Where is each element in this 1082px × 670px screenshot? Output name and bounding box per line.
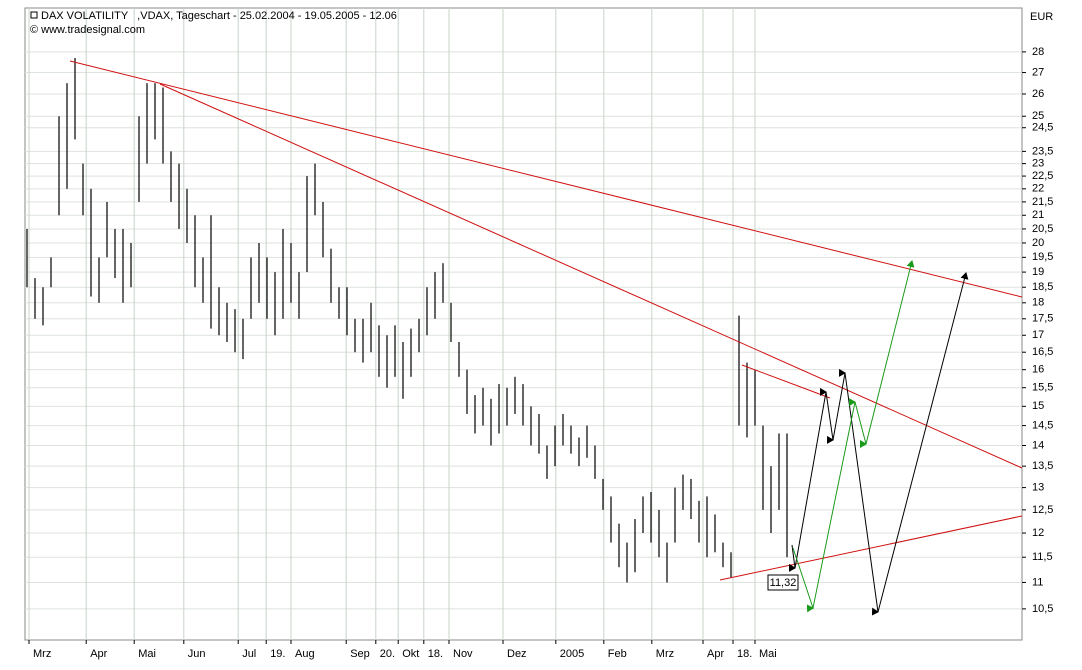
y-tick-label: 27: [1032, 66, 1044, 78]
y-tick-label: 14,5: [1032, 419, 1053, 431]
x-tick-label: Jun: [188, 648, 206, 660]
y-tick-label: 11,5: [1032, 551, 1053, 563]
y-tick-label: 13: [1032, 481, 1044, 493]
x-tick-label: 18.: [428, 648, 443, 660]
y-tick-label: 19: [1032, 266, 1044, 278]
y-tick-label: 24,5: [1032, 122, 1053, 134]
plot-frame: [24, 7, 1023, 641]
trend-line: [69, 60, 1023, 298]
y-tick-label: 11: [1032, 576, 1043, 588]
x-tick-label: Aug: [295, 648, 315, 660]
x-tick-label: Mai: [138, 648, 156, 660]
y-tick-label: 23,5: [1032, 145, 1053, 157]
x-tick-label: Dez: [507, 648, 527, 660]
bars: [26, 58, 788, 583]
y-tick-label: 22: [1032, 183, 1044, 195]
x-tick-label: Apr: [90, 648, 107, 660]
y-tick-label: 13,5: [1032, 460, 1053, 472]
y-tick-label: 22,5: [1032, 170, 1053, 182]
y-tick-label: 19,5: [1032, 251, 1053, 263]
x-tick-label: Apr: [707, 648, 724, 660]
x-tick-label: Mrz: [33, 648, 51, 660]
x-tick-label: 19.: [270, 648, 285, 660]
x-tick-label: Sep: [350, 648, 370, 660]
y-tick-label: 21,5: [1032, 196, 1053, 208]
chart-title: DAX VOLATILITY ,VDAX, Tageschart - 25.02…: [41, 10, 397, 22]
y-tick-label: 17,5: [1032, 313, 1053, 325]
x-tick-label: Mai: [759, 648, 777, 660]
y-tick-label: 15: [1032, 400, 1044, 412]
price-box: [767, 574, 799, 591]
y-tick-label: 20: [1032, 237, 1044, 249]
title-icon: [30, 11, 38, 19]
y-tick-label: 12,5: [1032, 504, 1053, 516]
x-tick-label: 20.: [380, 648, 395, 660]
x-tick-label: Mrz: [656, 648, 674, 660]
y-tick-label: 10,5: [1032, 603, 1053, 615]
y-tick-label: 28: [1032, 46, 1044, 58]
y-tick-label: 25: [1032, 110, 1044, 122]
x-tick-label: 18.: [737, 648, 752, 660]
projection-arrows-alt: [792, 260, 915, 613]
y-tick-label: 14: [1032, 439, 1044, 451]
chart-subtitle: © www.tradesignal.com: [30, 24, 145, 36]
y-tick-label: 16: [1032, 364, 1044, 376]
x-tick-label: 2005: [560, 648, 584, 660]
y-tick-label: 21: [1032, 209, 1044, 221]
y-tick-label: 15,5: [1032, 382, 1053, 394]
y-axis-label: EUR: [1030, 11, 1053, 23]
y-tick-label: 18: [1032, 297, 1044, 309]
x-tick-label: Okt: [402, 648, 419, 660]
y-tick-label: 16,5: [1032, 346, 1053, 358]
y-tick-label: 20,5: [1032, 223, 1053, 235]
x-tick-label: Jul: [242, 648, 256, 660]
y-tick-label: 18,5: [1032, 281, 1053, 293]
y-tick-label: 17: [1032, 329, 1044, 341]
x-tick-label: Nov: [453, 648, 473, 660]
price-label: 11,32: [770, 577, 797, 589]
y-tick-label: 23: [1032, 158, 1044, 170]
y-tick-label: 12: [1032, 527, 1044, 539]
x-tick-label: Feb: [608, 648, 627, 660]
y-tick-label: 26: [1032, 88, 1044, 100]
